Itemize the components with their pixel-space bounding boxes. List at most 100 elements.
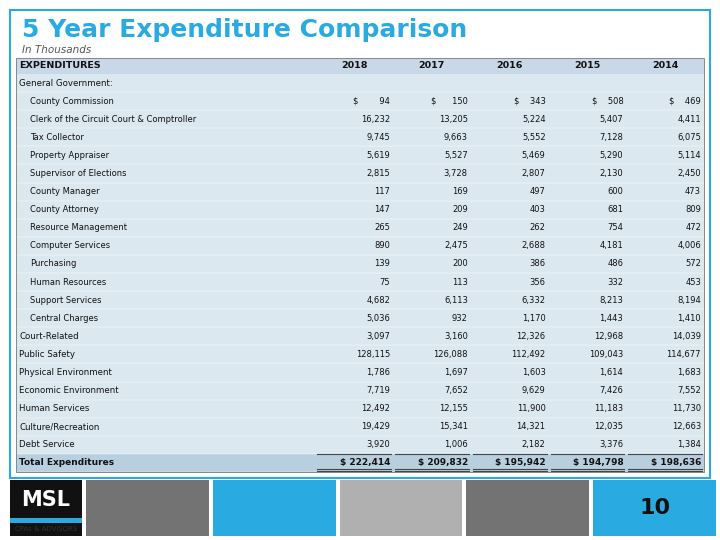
Text: $    508: $ 508 (592, 97, 624, 106)
Text: 7,128: 7,128 (599, 133, 624, 142)
Text: 3,920: 3,920 (366, 440, 390, 449)
Text: 9,663: 9,663 (444, 133, 468, 142)
Text: 2,182: 2,182 (522, 440, 546, 449)
Text: Purchasing: Purchasing (30, 259, 76, 268)
Text: MSL: MSL (22, 490, 71, 510)
Bar (16, 363, 704, 382)
Text: 1,697: 1,697 (444, 368, 468, 377)
Text: 2,450: 2,450 (678, 169, 701, 178)
Text: Clerk of the Circuit Court & Comptroller: Clerk of the Circuit Court & Comptroller (30, 114, 197, 124)
Text: 5,552: 5,552 (522, 133, 546, 142)
Bar (16, 92, 704, 110)
Text: 2015: 2015 (575, 62, 600, 71)
Text: 19,429: 19,429 (361, 422, 390, 431)
Text: Central Charges: Central Charges (30, 314, 98, 323)
Text: 5,114: 5,114 (678, 151, 701, 160)
Text: 13,205: 13,205 (438, 114, 468, 124)
Text: $ 198,636: $ 198,636 (651, 458, 701, 468)
Text: 1,683: 1,683 (677, 368, 701, 377)
Bar (16, 110, 704, 129)
Bar (16, 400, 704, 418)
Text: 5,224: 5,224 (522, 114, 546, 124)
Text: 2,475: 2,475 (444, 241, 468, 251)
Bar (16, 255, 704, 273)
Text: 2,688: 2,688 (521, 241, 546, 251)
Text: Court-Related: Court-Related (19, 332, 78, 341)
Text: $ 222,414: $ 222,414 (340, 458, 390, 468)
Text: 5,407: 5,407 (600, 114, 624, 124)
Text: 11,183: 11,183 (594, 404, 624, 413)
Bar (213, 480, 336, 536)
Text: 890: 890 (374, 241, 390, 251)
Text: 112,492: 112,492 (511, 350, 546, 359)
Text: 7,552: 7,552 (678, 386, 701, 395)
Text: 7,652: 7,652 (444, 386, 468, 395)
Text: 1,410: 1,410 (678, 314, 701, 323)
Text: 12,155: 12,155 (439, 404, 468, 413)
Bar (16, 454, 704, 472)
Text: 15,341: 15,341 (438, 422, 468, 431)
Text: 11,900: 11,900 (517, 404, 546, 413)
Text: 12,326: 12,326 (516, 332, 546, 341)
Text: 4,006: 4,006 (678, 241, 701, 251)
Text: 75: 75 (379, 278, 390, 287)
Text: 332: 332 (607, 278, 624, 287)
Text: 4,181: 4,181 (600, 241, 624, 251)
Text: County Attorney: County Attorney (30, 205, 99, 214)
Text: In Thousands: In Thousands (22, 45, 91, 55)
Bar (16, 129, 704, 146)
Text: 1,384: 1,384 (677, 440, 701, 449)
Text: $    343: $ 343 (513, 97, 546, 106)
Text: 5 Year Expenditure Comparison: 5 Year Expenditure Comparison (22, 18, 467, 42)
Text: 473: 473 (685, 187, 701, 196)
Bar (16, 382, 704, 400)
Text: 386: 386 (529, 259, 546, 268)
Text: 5,619: 5,619 (366, 151, 390, 160)
Text: 1,006: 1,006 (444, 440, 468, 449)
Text: 403: 403 (530, 205, 546, 214)
Text: $        94: $ 94 (353, 97, 390, 106)
Text: Culture/Recreation: Culture/Recreation (19, 422, 99, 431)
Text: 5,036: 5,036 (366, 314, 390, 323)
Bar (16, 58, 704, 74)
Text: 2018: 2018 (341, 62, 367, 71)
Text: $ 194,798: $ 194,798 (572, 458, 624, 468)
Bar (86, 480, 209, 536)
Text: 2016: 2016 (497, 62, 523, 71)
Text: 2,130: 2,130 (600, 169, 624, 178)
Text: 1,603: 1,603 (521, 368, 546, 377)
Text: 2,815: 2,815 (366, 169, 390, 178)
Text: 114,677: 114,677 (667, 350, 701, 359)
Text: 9,745: 9,745 (366, 133, 390, 142)
Bar (16, 58, 704, 472)
Bar (593, 480, 716, 536)
Text: $      150: $ 150 (431, 97, 468, 106)
Text: 1,614: 1,614 (600, 368, 624, 377)
Text: 5,290: 5,290 (600, 151, 624, 160)
Text: 11,730: 11,730 (672, 404, 701, 413)
Text: 453: 453 (685, 278, 701, 287)
Text: Support Services: Support Services (30, 295, 102, 305)
Text: 126,088: 126,088 (433, 350, 468, 359)
Text: 681: 681 (607, 205, 624, 214)
Bar (16, 418, 704, 436)
Text: 2,807: 2,807 (521, 169, 546, 178)
Bar (16, 436, 704, 454)
Text: 6,113: 6,113 (444, 295, 468, 305)
Text: Economic Environment: Economic Environment (19, 386, 119, 395)
Text: 4,411: 4,411 (678, 114, 701, 124)
Text: 600: 600 (608, 187, 624, 196)
Text: Supervisor of Elections: Supervisor of Elections (30, 169, 127, 178)
Text: EXPENDITURES: EXPENDITURES (19, 62, 101, 71)
Text: 7,719: 7,719 (366, 386, 390, 395)
Text: Total Expenditures: Total Expenditures (19, 458, 114, 468)
Text: 932: 932 (452, 314, 468, 323)
Text: 113: 113 (452, 278, 468, 287)
Text: 117: 117 (374, 187, 390, 196)
Text: 4,682: 4,682 (366, 295, 390, 305)
Text: 139: 139 (374, 259, 390, 268)
Bar (10, 518, 82, 523)
Text: 14,039: 14,039 (672, 332, 701, 341)
Bar (16, 74, 704, 92)
Text: Public Safety: Public Safety (19, 350, 75, 359)
